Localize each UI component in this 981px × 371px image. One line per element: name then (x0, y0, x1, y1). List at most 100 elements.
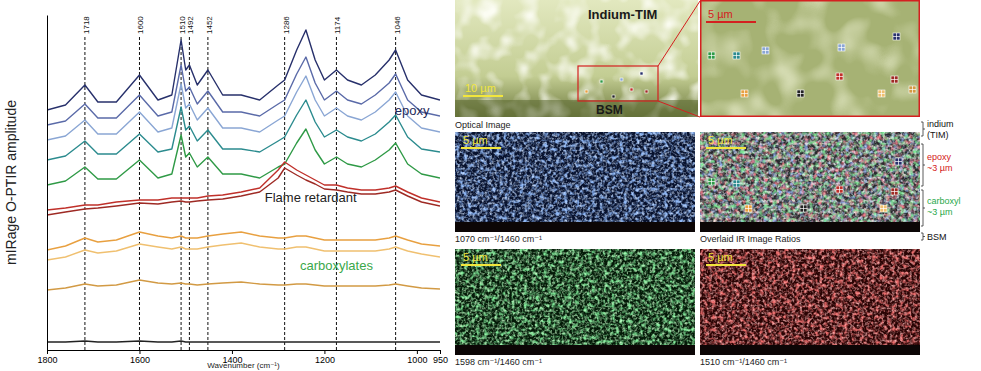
image-base (455, 0, 698, 117)
spectrum (47, 168, 440, 215)
brace (921, 122, 925, 136)
marker (762, 47, 769, 54)
layer-sub: (TIM) (927, 130, 949, 140)
tick: 1800 (37, 350, 57, 365)
y-axis-title: mIRage O-PTIR amplitude (3, 100, 19, 265)
marker-grid (800, 208, 807, 209)
marker-box (762, 47, 769, 54)
peak-label: 1492 (186, 16, 195, 34)
peak-label: 1286 (282, 16, 291, 34)
marker (797, 90, 804, 97)
marker (708, 178, 715, 185)
brace (921, 233, 925, 240)
texture (700, 249, 920, 355)
marker-grid (836, 189, 843, 190)
marker-box (893, 33, 900, 40)
marker-grid (838, 47, 845, 48)
optical-image: Indium-TIMBSM10 µmOptical Image (455, 0, 698, 130)
marker (800, 205, 807, 212)
texture (455, 249, 695, 355)
marker (838, 44, 845, 51)
marker-box (895, 158, 902, 165)
marker-box (878, 90, 885, 97)
caption: 1070 cm⁻¹/1460 cm⁻¹ (455, 234, 542, 244)
image-base (455, 132, 695, 232)
marker (733, 180, 740, 187)
marker-box (745, 205, 752, 212)
marker-box (645, 90, 648, 93)
texture (455, 0, 698, 117)
marker (878, 90, 885, 97)
tick-mark (440, 350, 441, 354)
marker-grid (909, 89, 916, 90)
scale-bar-label: 5 µm (463, 251, 488, 263)
tick-mark (47, 350, 48, 354)
marker-grid (891, 79, 898, 80)
zoom-image: 5 µm (700, 0, 920, 117)
spectra-chart: 18001600140012001000950Wavenumber (cm⁻¹)… (3, 16, 448, 371)
scale-bar (706, 147, 746, 149)
marker-grid (733, 183, 740, 184)
annotation: carboxylates (300, 258, 373, 273)
texture (700, 132, 920, 232)
marker-grid (891, 191, 898, 192)
scale-bar-label: 5 µm (708, 134, 733, 146)
spectrum (47, 243, 440, 260)
layer-label: indium (927, 119, 954, 129)
tick-mark (417, 350, 418, 354)
spectrum (47, 162, 440, 210)
marker (741, 90, 748, 97)
marker-grid (893, 36, 900, 37)
ir-image: 5 µm1070 cm⁻¹/1460 cm⁻¹ (455, 132, 695, 244)
tick-label: 950 (433, 355, 448, 365)
peak-line (84, 36, 85, 350)
texture (455, 132, 695, 232)
marker-box (733, 52, 740, 59)
peak-label: 1174 (333, 16, 342, 34)
peak-line (207, 36, 208, 350)
marker-grid (797, 93, 804, 94)
figure: 18001600140012001000950Wavenumber (cm⁻¹)… (0, 0, 981, 371)
y-axis (47, 16, 48, 351)
marker (745, 205, 752, 212)
spectrum (47, 57, 440, 125)
marker-grid (741, 93, 748, 94)
axis-line (47, 16, 48, 351)
image-label: BSM (596, 103, 623, 117)
annotation: Flame retardant (265, 190, 357, 205)
tick-mark (232, 350, 233, 354)
marker (612, 95, 615, 98)
axis-line (48, 350, 441, 351)
scale-bar-label: 5 µm (708, 251, 733, 263)
marker-grid (836, 76, 843, 77)
brace (921, 190, 925, 226)
marker (585, 90, 588, 93)
image-panels: Indium-TIMBSM10 µmOptical Image5 µm5 µm1… (455, 0, 961, 367)
marker-grid (708, 181, 715, 182)
layer-label: BSM (927, 232, 947, 242)
texture (700, 0, 920, 117)
marker (600, 80, 603, 83)
peak-label: 1600 (136, 16, 145, 34)
image-band (700, 222, 920, 232)
scale-bar (461, 264, 501, 266)
layer-sub: ~3 µm (927, 163, 952, 173)
caption: Overlaid IR Image Ratios (700, 234, 801, 244)
spectrum (47, 30, 440, 110)
tick: 1200 (315, 350, 335, 365)
marker-box (838, 44, 845, 51)
spectrum (47, 341, 440, 342)
marker-box (880, 205, 887, 212)
connector (658, 101, 700, 117)
brace (921, 144, 925, 186)
marker-box (620, 78, 623, 81)
marker-grid (733, 55, 740, 56)
spectrum (47, 232, 440, 250)
marker-box (836, 73, 843, 80)
marker-box (909, 86, 916, 93)
marker (836, 186, 843, 193)
scale-bar (461, 147, 501, 149)
annotation: epoxy (395, 103, 430, 118)
caption: Optical Image (455, 120, 511, 130)
marker-box (891, 76, 898, 83)
